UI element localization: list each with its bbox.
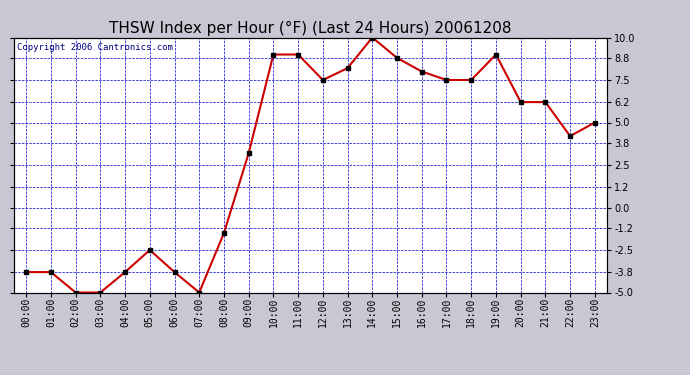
Title: THSW Index per Hour (°F) (Last 24 Hours) 20061208: THSW Index per Hour (°F) (Last 24 Hours)… bbox=[109, 21, 512, 36]
Text: Copyright 2006 Cantronics.com: Copyright 2006 Cantronics.com bbox=[17, 43, 172, 52]
